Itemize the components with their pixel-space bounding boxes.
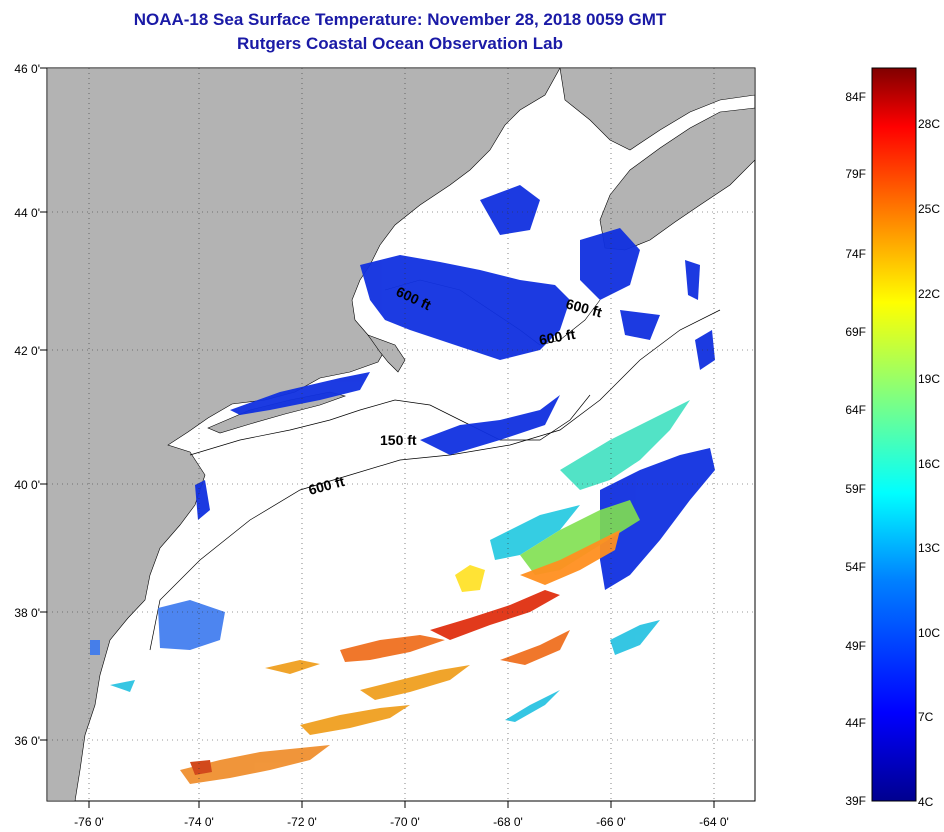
colorbar-label-c: 16C (918, 457, 940, 471)
lon-label: -70 0' (390, 815, 420, 829)
lat-label: 38 0' (14, 606, 40, 620)
colorbar-celsius-labels: 28C 25C 22C 19C 16C 13C 10C 7C 4C (918, 117, 940, 809)
colorbar-label-f: 79F (845, 167, 866, 181)
colorbar-label-f: 44F (845, 716, 866, 730)
colorbar-label-f: 64F (845, 403, 866, 417)
lon-label: -68 0' (493, 815, 523, 829)
colorbar-label-c: 10C (918, 626, 940, 640)
lon-label: -76 0' (74, 815, 104, 829)
isobath-600ft (149, 309, 721, 651)
colorbar-label-f: 74F (845, 247, 866, 261)
colorbar-fahrenheit-labels: 84F 79F 74F 69F 64F 59F 54F 49F 44F 39F (845, 90, 866, 808)
colorbar-label-f: 39F (845, 794, 866, 808)
lon-labels: -76 0' -74 0' -72 0' -70 0' -68 0' -66 0… (74, 815, 729, 829)
lon-label: -66 0' (596, 815, 626, 829)
lon-label: -72 0' (287, 815, 317, 829)
sst-gulf-stream (180, 530, 620, 784)
isobath-label: 150 ft (380, 432, 417, 448)
graticule (47, 68, 755, 801)
isobath-label: 600 ft (538, 326, 577, 348)
colorbar-label-c: 28C (918, 117, 940, 131)
colorbar-label-f: 59F (845, 482, 866, 496)
lon-label: -74 0' (184, 815, 214, 829)
colorbar-label-c: 7C (918, 710, 934, 724)
sst-slope-water (110, 400, 690, 722)
lat-label: 42 0' (14, 344, 40, 358)
map-subtitle: Rutgers Coastal Ocean Observation Lab (237, 34, 563, 53)
sst-cool-water (90, 600, 225, 655)
colorbar-label-c: 19C (918, 372, 940, 386)
map-title: NOAA-18 Sea Surface Temperature: Novembe… (133, 10, 667, 29)
lon-label: -64 0' (699, 815, 729, 829)
colorbar-label-f: 49F (845, 639, 866, 653)
lat-label: 40 0' (14, 478, 40, 492)
axis-ticks (40, 67, 715, 808)
map-body: 600 ft 600 ft 600 ft 150 ft 600 ft (47, 68, 755, 801)
isobath-150ft (189, 394, 591, 456)
land-canada-north (559, 68, 755, 151)
lat-label: 46 0' (14, 62, 40, 76)
lat-label: 44 0' (14, 206, 40, 220)
sst-cold-water (195, 185, 715, 590)
lat-labels: 46 0' 44 0' 42 0' 40 0' 38 0' 36 0' (14, 62, 40, 748)
colorbar-label-c: 22C (918, 287, 940, 301)
lat-label: 36 0' (14, 734, 40, 748)
land-cape-cod (367, 334, 406, 373)
colorbar-label-f: 54F (845, 560, 866, 574)
colorbar-label-c: 25C (918, 202, 940, 216)
colorbar-label-c: 4C (918, 795, 934, 809)
colorbar-label-f: 69F (845, 325, 866, 339)
colorbar (871, 67, 917, 802)
colorbar-label-f: 84F (845, 90, 866, 104)
colorbar-label-c: 13C (918, 541, 940, 555)
